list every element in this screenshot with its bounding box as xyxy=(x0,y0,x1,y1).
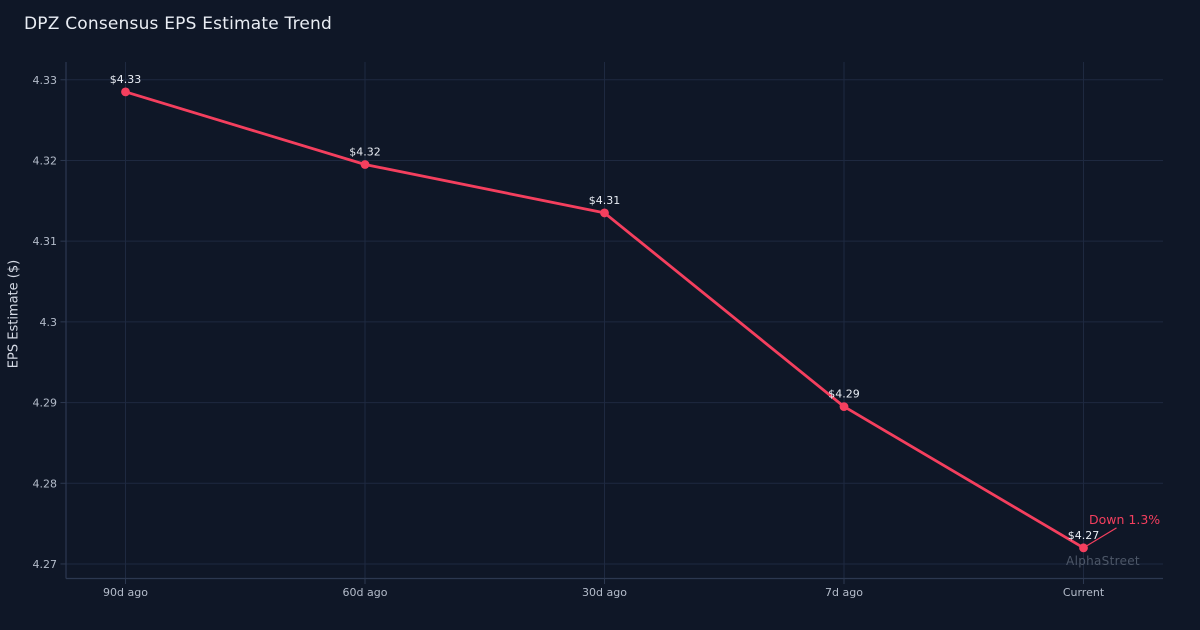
y-axis-label: EPS Estimate ($) xyxy=(6,259,22,369)
x-tick-label: 7d ago xyxy=(825,586,863,599)
y-tick-label: 4.31 xyxy=(33,235,58,248)
data-point-label: $4.33 xyxy=(110,73,142,86)
data-point-label: $4.31 xyxy=(589,194,621,207)
data-point xyxy=(839,402,849,412)
down-percent-annotation: Down 1.3% xyxy=(1089,512,1161,527)
data-point-label: $4.27 xyxy=(1068,529,1100,542)
watermark-alphastreet: AlphaStreet xyxy=(1066,554,1140,568)
y-tick-label: 4.27 xyxy=(33,558,58,571)
y-tick-label: 4.33 xyxy=(33,74,58,87)
x-tick-label: 90d ago xyxy=(103,586,148,599)
x-tick-label: Current xyxy=(1063,586,1105,599)
y-tick-label: 4.3 xyxy=(40,316,58,329)
chart-title: DPZ Consensus EPS Estimate Trend xyxy=(24,14,333,34)
data-point-label: $4.29 xyxy=(828,388,860,401)
y-tick-label: 4.28 xyxy=(33,477,58,490)
y-tick-label: 4.29 xyxy=(33,397,58,410)
x-tick-label: 30d ago xyxy=(582,586,627,599)
y-tick-label: 4.32 xyxy=(33,154,58,167)
data-point xyxy=(1079,543,1088,553)
data-point xyxy=(600,208,609,218)
annotation-leader-line xyxy=(1084,527,1117,548)
data-point xyxy=(360,160,370,169)
data-point-label: $4.32 xyxy=(349,145,381,158)
x-tick-label: 60d ago xyxy=(343,586,388,599)
data-point xyxy=(121,87,130,97)
